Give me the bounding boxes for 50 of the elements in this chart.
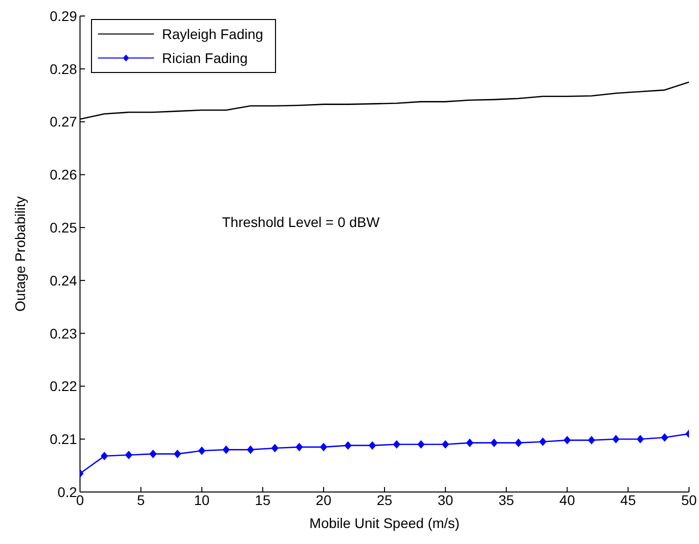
x-tick-label: 5 <box>137 492 145 508</box>
point <box>271 444 278 452</box>
point <box>661 434 668 442</box>
point <box>344 441 352 450</box>
y-tick-label: 0.2 <box>58 484 78 500</box>
y-tick-label: 0.21 <box>50 431 78 448</box>
point <box>247 446 254 454</box>
x-tick-label: 35 <box>498 492 514 508</box>
y-tick-label: 0.29 <box>50 8 78 24</box>
x-tick-label: 10 <box>194 492 210 508</box>
x-tick-label: 30 <box>438 492 454 508</box>
x-tick-label: 40 <box>559 492 576 508</box>
x-tick-label: 50 <box>681 492 697 508</box>
point <box>588 436 596 444</box>
x-axis-title: Mobile Unit Speed (m/s) <box>309 515 460 531</box>
point <box>368 441 376 450</box>
point <box>222 446 230 454</box>
x-tick-label: 0 <box>76 492 84 508</box>
point <box>174 450 181 458</box>
legend-label: Rayleigh Fading <box>162 26 264 42</box>
y-tick-label: 0.28 <box>50 60 78 77</box>
annotation: Threshold Level = 0 dBW <box>222 214 380 230</box>
x-tick-label: 15 <box>254 492 271 508</box>
point <box>320 443 328 452</box>
point <box>539 438 546 446</box>
point <box>466 438 474 447</box>
point <box>442 440 449 448</box>
point <box>514 438 522 447</box>
point <box>198 446 206 455</box>
legend-label: Rician Fading <box>162 50 248 66</box>
y-tick-label: 0.26 <box>50 166 78 183</box>
point <box>490 438 498 447</box>
x-tick-label: 20 <box>316 492 332 508</box>
point <box>636 435 644 444</box>
y-tick-label: 0.25 <box>50 220 78 236</box>
x-tick-label: 45 <box>620 492 636 508</box>
point <box>418 440 425 448</box>
y-tick-label: 0.23 <box>50 325 78 342</box>
point <box>296 443 303 452</box>
point <box>393 440 400 448</box>
point <box>100 452 108 460</box>
point <box>564 436 571 444</box>
y-axis-title: Outage Probability <box>12 196 28 312</box>
y-tick-label: 0.24 <box>50 272 78 288</box>
y-tick-label: 0.22 <box>50 378 78 394</box>
point <box>125 450 132 459</box>
y-tick-label: 0.27 <box>50 114 78 130</box>
point <box>150 450 157 458</box>
point <box>612 435 620 444</box>
x-tick-label: 25 <box>376 492 392 508</box>
